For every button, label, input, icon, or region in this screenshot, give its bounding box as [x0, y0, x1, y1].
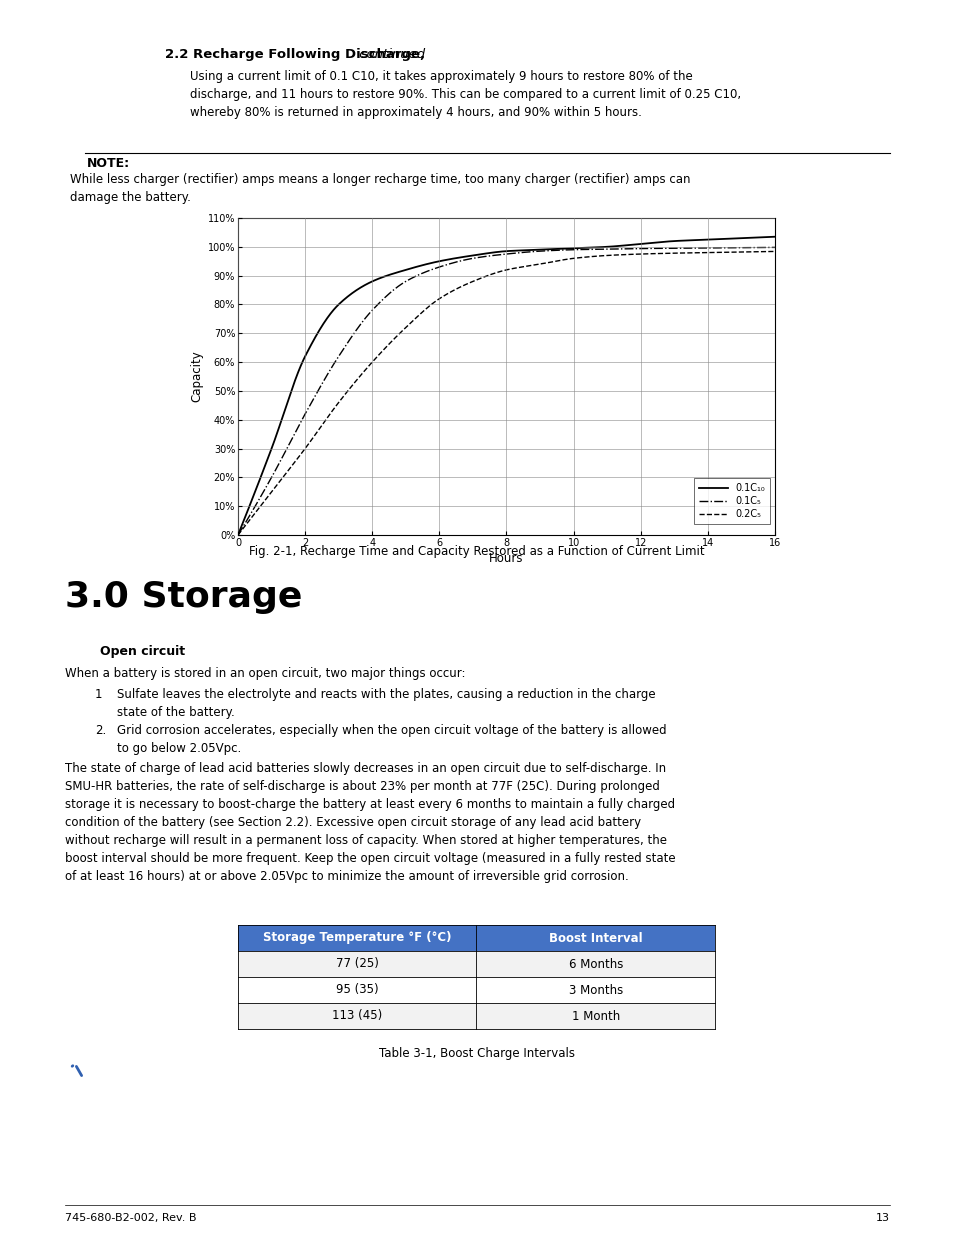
Text: 13: 13 — [875, 1213, 889, 1223]
Bar — [237, 977, 714, 1003]
Text: Boost Interval: Boost Interval — [548, 931, 642, 945]
Text: Sulfate leaves the electrolyte and reacts with the plates, causing a reduction i: Sulfate leaves the electrolyte and react… — [117, 688, 655, 719]
Text: The state of charge of lead acid batteries slowly decreases in an open circuit d: The state of charge of lead acid batteri… — [65, 762, 675, 883]
Text: Open circuit: Open circuit — [100, 645, 185, 658]
Text: continued: continued — [355, 48, 425, 61]
Bar — [237, 925, 714, 951]
Legend: 0.1C₁₀, 0.1C₅, 0.2C₅: 0.1C₁₀, 0.1C₅, 0.2C₅ — [693, 478, 769, 524]
Text: 77 (25): 77 (25) — [335, 957, 378, 971]
Text: Fig. 2-1, Recharge Time and Capacity Restored as a Function of Current Limit: Fig. 2-1, Recharge Time and Capacity Res… — [249, 545, 704, 558]
Y-axis label: Capacity: Capacity — [191, 351, 203, 403]
Text: 3 Months: 3 Months — [568, 983, 622, 997]
Text: 1 Month: 1 Month — [571, 1009, 619, 1023]
Text: While less charger (rectifier) amps means a longer recharge time, too many charg: While less charger (rectifier) amps mean… — [70, 173, 690, 204]
Text: 3.0 Storage: 3.0 Storage — [65, 580, 302, 614]
Bar — [237, 1003, 714, 1029]
Text: NOTE:: NOTE: — [87, 157, 130, 170]
Text: 2.: 2. — [95, 724, 106, 737]
Text: 745-680-B2-002, Rev. B: 745-680-B2-002, Rev. B — [65, 1213, 196, 1223]
Text: 95 (35): 95 (35) — [335, 983, 378, 997]
Text: Using a current limit of 0.1 C10, it takes approximately 9 hours to restore 80% : Using a current limit of 0.1 C10, it tak… — [190, 70, 740, 119]
Bar — [237, 951, 714, 977]
Text: Table 3-1, Boost Charge Intervals: Table 3-1, Boost Charge Intervals — [378, 1047, 575, 1060]
Text: Storage Temperature °F (°C): Storage Temperature °F (°C) — [263, 931, 451, 945]
Text: 113 (45): 113 (45) — [332, 1009, 382, 1023]
X-axis label: Hours: Hours — [489, 552, 523, 564]
Text: 6 Months: 6 Months — [568, 957, 622, 971]
Text: When a battery is stored in an open circuit, two major things occur:: When a battery is stored in an open circ… — [65, 667, 465, 680]
Text: Grid corrosion accelerates, especially when the open circuit voltage of the batt: Grid corrosion accelerates, especially w… — [117, 724, 666, 755]
Text: 1: 1 — [95, 688, 102, 701]
Text: 2.2 Recharge Following Discharge,: 2.2 Recharge Following Discharge, — [165, 48, 425, 61]
